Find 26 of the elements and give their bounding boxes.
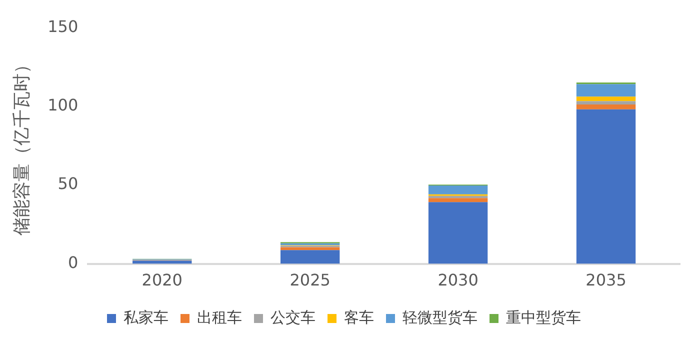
bar [576, 84, 636, 97]
y-axis-title: 储能容量（亿千瓦时） [11, 56, 32, 236]
x-tick-label: 2035 [586, 270, 626, 290]
x-tick-label: 2030 [438, 270, 478, 290]
x-tick-label: 2020 [142, 270, 182, 290]
bar [576, 104, 636, 110]
y-tick-label: 100 [48, 95, 78, 114]
legend-label: 公交车 [270, 308, 316, 326]
legend-label: 私家车 [124, 308, 168, 326]
y-tick-label: 0 [68, 252, 78, 272]
x-tick-label: 2025 [290, 270, 330, 290]
bar [576, 96, 636, 102]
bar [428, 198, 488, 202]
bar [132, 260, 192, 264]
bar [576, 101, 636, 104]
legend-label: 轻微型货车 [402, 308, 478, 326]
y-tick-label: 150 [48, 16, 78, 36]
bar [428, 186, 488, 194]
bar [280, 250, 340, 264]
legend-label: 客车 [344, 308, 374, 326]
legend-label: 重中型货车 [506, 308, 581, 326]
bar [428, 196, 488, 198]
bar [428, 202, 488, 264]
legend-label: 出租车 [197, 308, 242, 326]
bar [576, 109, 636, 264]
y-tick-label: 50 [58, 174, 78, 194]
